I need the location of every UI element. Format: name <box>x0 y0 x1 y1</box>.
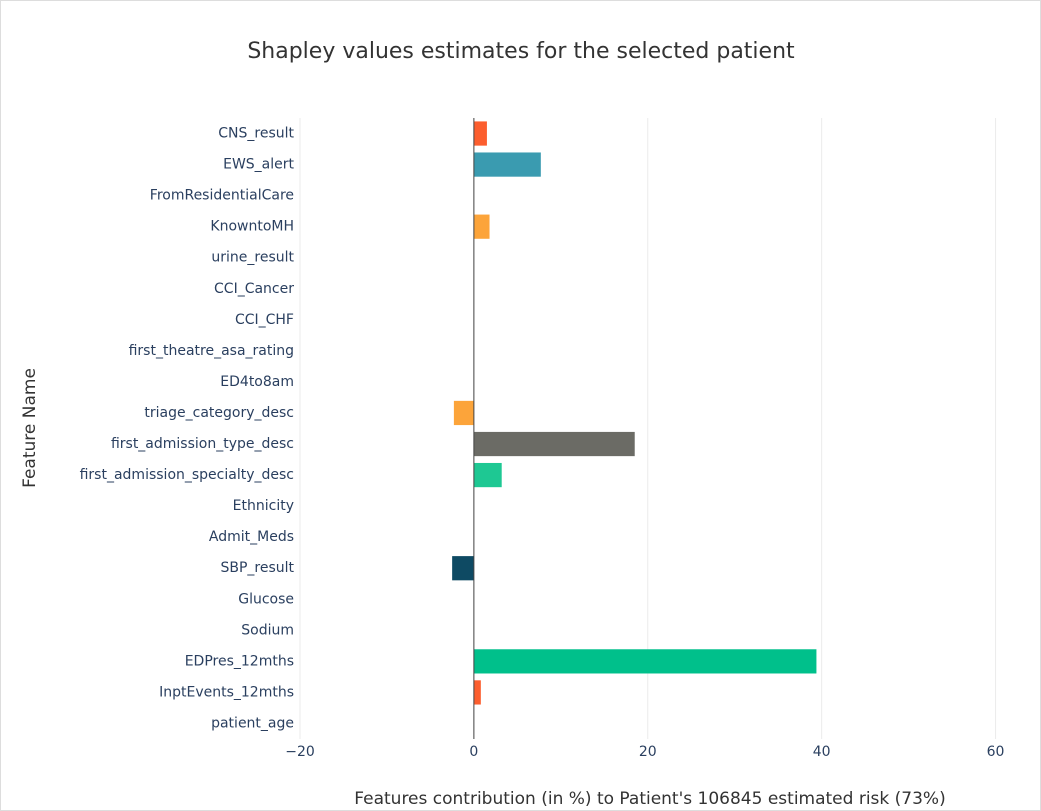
bar <box>473 152 541 177</box>
y-tick-label: first_admission_type_desc <box>111 436 294 452</box>
bar <box>473 214 490 239</box>
x-tick-label: 0 <box>469 744 478 760</box>
bar <box>473 462 502 488</box>
chart-title: Shapley values estimates for the selecte… <box>247 39 795 64</box>
y-tick-label: Ethnicity <box>233 498 294 514</box>
x-tick-label: 60 <box>987 744 1005 760</box>
y-tick-label: CCI_CHF <box>235 312 294 328</box>
y-tick-label: EDPres_12mths <box>185 653 294 669</box>
y-tick-label: CCI_Cancer <box>214 281 294 297</box>
bar <box>453 400 474 426</box>
y-tick-label: EWS_alert <box>223 157 294 173</box>
y-tick-label: ED4to8am <box>220 374 294 390</box>
bar <box>473 121 487 146</box>
y-tick-label: first_admission_specialty_desc <box>80 467 294 483</box>
bar <box>473 649 817 674</box>
x-axis-label: Features contribution (in %) to Patient'… <box>354 789 945 809</box>
x-tick-label: 40 <box>813 744 831 760</box>
y-tick-label: KnowntoMH <box>210 219 294 235</box>
y-tick-label: SBP_result <box>220 560 294 576</box>
y-tick-label: Sodium <box>241 622 294 638</box>
y-tick-label: triage_category_desc <box>144 405 294 421</box>
bar <box>473 680 481 705</box>
y-tick-label: Glucose <box>238 591 294 607</box>
y-axis-label: Feature Name <box>20 368 40 488</box>
x-tick-label: −20 <box>285 744 315 760</box>
y-tick-label: urine_result <box>211 250 294 266</box>
y-tick-label: CNS_result <box>218 126 294 142</box>
bar <box>452 556 474 581</box>
y-tick-label: InptEvents_12mths <box>159 684 294 700</box>
y-tick-label: patient_age <box>211 715 294 731</box>
y-tick-label: FromResidentialCare <box>150 188 294 204</box>
bar <box>473 431 635 457</box>
y-tick-label: first_theatre_asa_rating <box>129 343 294 359</box>
y-tick-label: Admit_Meds <box>209 529 294 545</box>
x-tick-label: 20 <box>639 744 657 760</box>
